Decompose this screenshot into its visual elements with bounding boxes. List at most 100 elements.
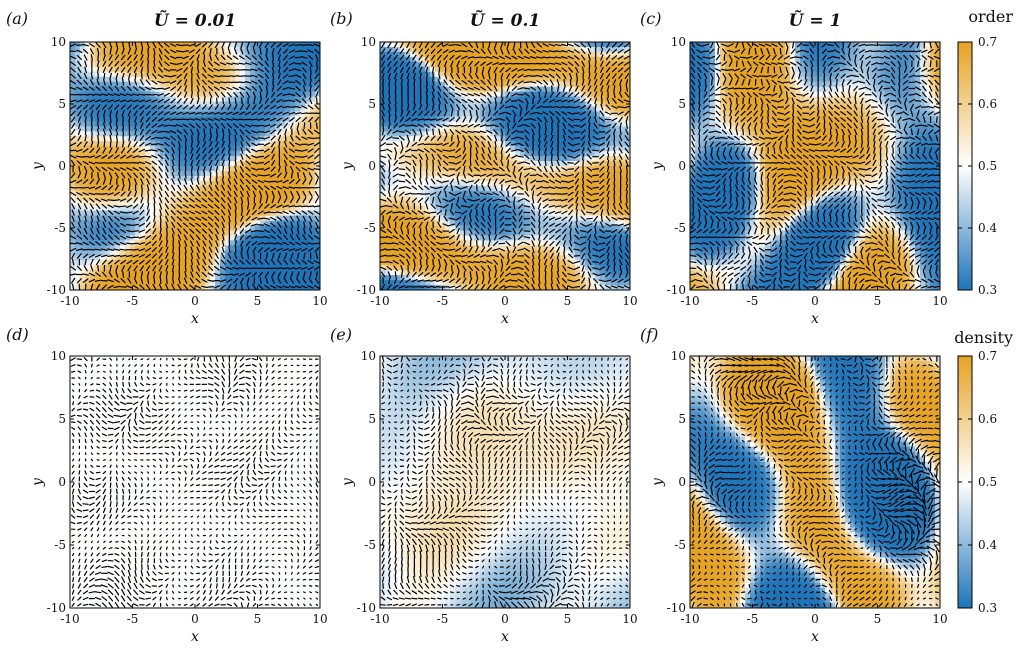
x-tick-label: 5 (564, 294, 572, 308)
x-axis-label: x (191, 629, 199, 645)
x-tick-label: -10 (60, 612, 79, 626)
y-tick-label: -10 (357, 601, 376, 615)
y-axis-label: y (650, 477, 666, 487)
y-axis-label: y (340, 161, 356, 171)
heatmap-cells (690, 42, 940, 290)
x-tick-label: -10 (60, 294, 79, 308)
heatmap-cells (380, 356, 630, 608)
y-tick-label: 0 (368, 475, 376, 489)
y-tick-label: -10 (357, 283, 376, 297)
colorbar-label-order: order (968, 7, 1013, 26)
x-tick-label: 10 (622, 294, 637, 308)
x-tick-label: -5 (747, 612, 759, 626)
vector-field (70, 356, 320, 608)
vector-field (690, 356, 940, 608)
vector-field (380, 42, 630, 290)
y-tick-label: 5 (368, 97, 376, 111)
y-tick-label: -5 (54, 221, 66, 235)
x-tick-label: 5 (874, 612, 882, 626)
y-tick-label: -5 (674, 538, 686, 552)
x-tick-label: -5 (437, 294, 449, 308)
y-tick-label: 10 (671, 35, 686, 49)
colorbar-label-density: density (954, 328, 1013, 347)
y-tick-label: -5 (364, 221, 376, 235)
column-title-2: Ũ = 0.1 (470, 9, 540, 31)
y-tick-label: 10 (51, 35, 66, 49)
heatmap-cells (380, 42, 630, 290)
x-tick-label: -10 (370, 612, 389, 626)
panel-b: -10 -5 0 5 10 -10 -5 0 5 10 x y (340, 35, 638, 327)
x-tick-label: 5 (874, 294, 882, 308)
heatmap-cells (690, 356, 940, 608)
colorbar-order: 0.3 0.4 0.5 0.6 0.7 (957, 35, 997, 297)
panel-c: -10 -5 0 5 10 -10 -5 0 5 10 x y (650, 35, 948, 327)
y-tick-label: 5 (678, 97, 686, 111)
panel-letter-e: (e) (330, 325, 352, 344)
panel-e: -10 -5 0 5 10 -10 -5 0 5 10 x y (340, 349, 638, 645)
panel-letter-a: (a) (6, 9, 28, 28)
x-tick-label: 0 (191, 612, 199, 626)
x-tick-label: 10 (622, 612, 637, 626)
y-tick-label: -5 (364, 538, 376, 552)
x-tick-label: -5 (127, 612, 139, 626)
panel-letter-b: (b) (330, 9, 353, 28)
y-axis-label: y (340, 477, 356, 487)
x-axis-label: x (811, 629, 819, 645)
y-tick-label: 5 (58, 97, 66, 111)
colorbar-tick-label: 0.6 (978, 97, 997, 111)
vector-field (380, 356, 630, 608)
x-axis-label: x (811, 311, 819, 327)
x-tick-label: 0 (501, 294, 509, 308)
vector-field (690, 42, 940, 290)
y-tick-label: 0 (58, 159, 66, 173)
x-tick-label: 10 (312, 612, 327, 626)
heatmap-cells (70, 356, 320, 608)
x-tick-label: -10 (680, 612, 699, 626)
y-tick-label: 5 (58, 412, 66, 426)
panel-f: -10 -5 0 5 10 -10 -5 0 5 10 x y (650, 349, 948, 645)
y-tick-label: -5 (54, 538, 66, 552)
panel-letter-d: (d) (6, 325, 29, 344)
y-tick-label: 10 (51, 349, 66, 363)
colorbar-tick-label: 0.6 (978, 412, 997, 426)
y-tick-label: 10 (361, 35, 376, 49)
y-tick-label: 0 (678, 475, 686, 489)
colorbar-tick-label: 0.3 (978, 283, 997, 297)
x-tick-label: -10 (680, 294, 699, 308)
column-title-3: Ũ = 1 (789, 9, 842, 31)
x-tick-label: 0 (191, 294, 199, 308)
heatmap-cells (70, 42, 320, 290)
column-title-1: Ũ = 0.01 (154, 9, 236, 31)
y-tick-label: 0 (368, 159, 376, 173)
x-tick-label: -5 (437, 612, 449, 626)
x-tick-label: -5 (127, 294, 139, 308)
x-tick-label: -5 (747, 294, 759, 308)
x-tick-label: 5 (254, 612, 262, 626)
y-axis-label: y (30, 161, 46, 171)
colorbar-tick-label: 0.5 (978, 475, 997, 489)
colorbar-tick-label: 0.7 (978, 349, 997, 363)
y-tick-label: -10 (667, 283, 686, 297)
y-tick-label: -10 (47, 283, 66, 297)
y-tick-label: 5 (678, 412, 686, 426)
colorbar-density: 0.3 0.4 0.5 0.6 0.7 (957, 349, 997, 615)
y-tick-label: -10 (667, 601, 686, 615)
colorbar-tick-label: 0.7 (978, 35, 997, 49)
y-tick-label: 0 (678, 159, 686, 173)
y-tick-label: 0 (58, 475, 66, 489)
colorbar-tick-label: 0.4 (978, 538, 997, 552)
x-tick-label: 10 (932, 612, 947, 626)
x-axis-label: x (501, 629, 509, 645)
y-axis-label: y (650, 161, 666, 171)
y-tick-label: -5 (674, 221, 686, 235)
x-tick-label: 0 (811, 612, 819, 626)
vector-field (70, 42, 320, 290)
colorbar-tick-label: 0.3 (978, 601, 997, 615)
y-tick-label: 10 (361, 349, 376, 363)
y-tick-label: -10 (47, 601, 66, 615)
y-tick-label: 5 (368, 412, 376, 426)
x-axis-label: x (501, 311, 509, 327)
x-tick-label: 0 (501, 612, 509, 626)
panel-letter-f: (f) (640, 325, 658, 344)
